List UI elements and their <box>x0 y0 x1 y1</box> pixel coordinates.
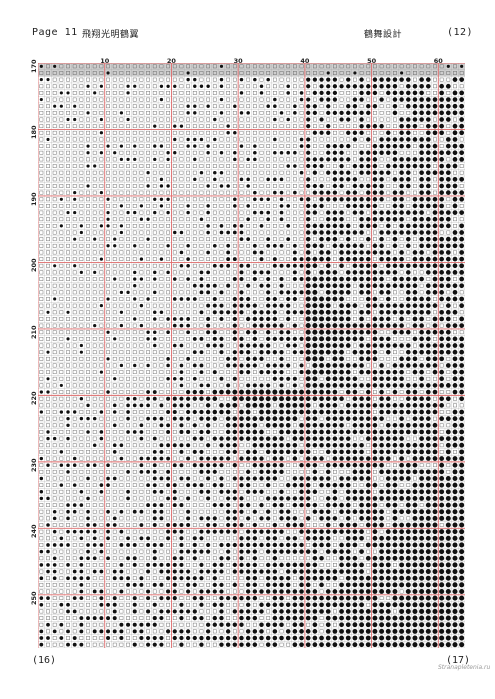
x-tick-label: 60 <box>433 57 443 65</box>
y-tick-label: 190 <box>30 192 38 206</box>
x-tick-label: 10 <box>100 57 110 65</box>
x-tick-label: 50 <box>367 57 377 65</box>
y-tick-label: 180 <box>30 125 38 140</box>
x-tick-label: 40 <box>300 57 310 65</box>
y-tick-label: 210 <box>30 325 38 339</box>
design-label: 鶴舞設計 <box>364 30 403 40</box>
watermark: Stranapletenia.ru <box>438 664 491 671</box>
y-tick-label: 220 <box>30 391 38 406</box>
page-label: Page 11 <box>32 27 78 38</box>
y-tick-label: 250 <box>30 591 38 605</box>
y-tick-label: 170 <box>30 59 38 73</box>
y-tick-label: 230 <box>30 458 38 472</box>
x-tick-label: 20 <box>166 57 176 65</box>
cross-stitch-chart <box>38 63 465 648</box>
footer-page-left: (16) <box>32 655 57 666</box>
footer-page-right: (17) <box>446 655 471 666</box>
y-tick-label: 200 <box>30 258 38 273</box>
y-tick-label: 240 <box>30 524 38 539</box>
chart-symbols <box>39 64 465 648</box>
major-grid <box>38 63 465 648</box>
x-tick-label: 30 <box>233 57 243 65</box>
page-number-header: (12) <box>447 27 474 38</box>
chart-grid <box>38 63 465 648</box>
pattern-title: 飛翔光明鶴翼 <box>82 30 140 40</box>
